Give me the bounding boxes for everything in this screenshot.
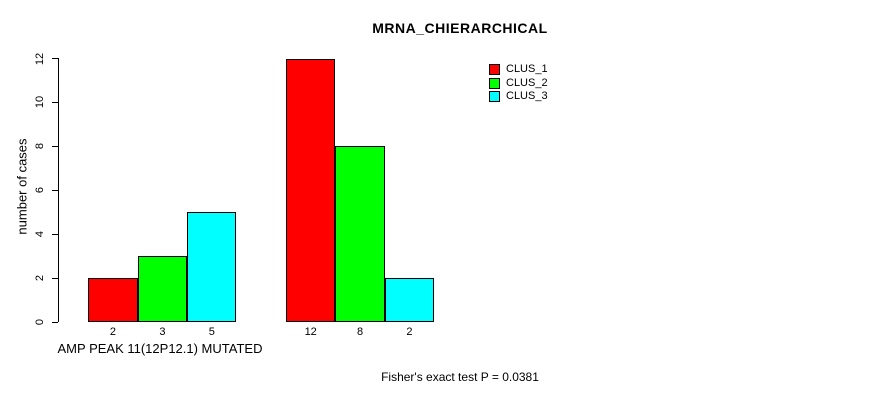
y-axis-tick-label: 0	[34, 318, 46, 326]
bar-value-label: 8	[357, 326, 364, 338]
bar-clus_1-group1	[88, 278, 138, 322]
bar-value-label: 12	[304, 326, 317, 338]
y-axis-tick	[52, 145, 58, 147]
y-axis-tick	[52, 321, 58, 323]
fisher-test-note: Fisher's exact test P = 0.0381	[381, 370, 539, 384]
y-axis-tick-label: 6	[34, 187, 46, 194]
y-axis-tick	[52, 277, 58, 279]
bar-clus_3-group2	[384, 278, 435, 322]
bar-value-label: 5	[208, 326, 215, 338]
legend-swatch-clus_2	[489, 77, 500, 89]
y-axis-tick-label: 8	[34, 143, 46, 150]
legend-item-clus_3: CLUS_3	[489, 91, 548, 102]
y-axis-tick	[52, 189, 58, 191]
chart-title: MRNA_CHIERARCHICAL	[372, 20, 548, 36]
legend-item-clus_1: CLUS_1	[489, 64, 548, 75]
bar-value-label: 3	[159, 326, 166, 338]
legend-item-clus_2: CLUS_2	[489, 76, 548, 89]
bar-clus_3-group1	[187, 212, 237, 322]
bar-clus_2-group2	[335, 146, 385, 322]
y-axis-tick-label: 12	[34, 52, 46, 65]
y-axis-tick	[52, 58, 58, 59]
y-axis-tick-label: 2	[34, 275, 46, 282]
bar-value-label: 2	[109, 326, 117, 338]
y-axis-label: number of cases	[14, 138, 30, 235]
legend: CLUS_1 CLUS_2 CLUS_3	[489, 64, 548, 105]
y-axis-tick	[52, 101, 58, 103]
bar-clus_1-group2	[286, 58, 336, 322]
legend-label: CLUS_2	[506, 76, 548, 89]
bar-value-label: 2	[406, 326, 413, 338]
legend-swatch-clus_1	[489, 64, 500, 75]
legend-swatch-clus_3	[489, 91, 500, 102]
y-axis-tick-label: 4	[34, 231, 46, 238]
bar-clus_2-group1	[137, 256, 188, 322]
x-axis-label: AMP PEAK 11(12P12.1) MUTATED	[57, 341, 263, 356]
y-axis-line	[58, 58, 59, 322]
legend-label: CLUS_3	[506, 90, 548, 102]
legend-label: CLUS_1	[506, 63, 548, 75]
y-axis-tick-label: 10	[34, 96, 46, 109]
y-axis-tick	[52, 233, 58, 235]
